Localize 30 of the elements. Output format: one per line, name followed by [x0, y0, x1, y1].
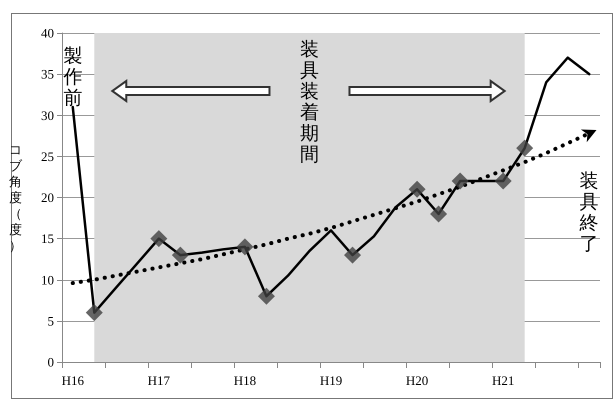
y-tick-label: 25: [41, 148, 54, 164]
x-tick-label: H20: [406, 373, 428, 388]
annotation: 装具終了: [578, 171, 599, 256]
point: [344, 246, 362, 264]
y-tick-label: 20: [41, 190, 54, 205]
annotation: 製作前: [62, 46, 82, 110]
y-tick-label: 0: [48, 354, 54, 370]
x-tick-label: H18: [234, 373, 256, 388]
x-tick-label: H16: [62, 373, 84, 388]
point: [516, 140, 534, 157]
point: [494, 172, 512, 190]
point: [236, 238, 254, 256]
y-tick-label: 35: [41, 66, 54, 82]
y-tick-label: 30: [41, 108, 54, 123]
y-tick-label: 5: [48, 313, 54, 328]
x-tick-label: H19: [320, 373, 342, 388]
x-tick-label: H21: [492, 373, 514, 388]
y-axis-title: コブ角度（度）: [9, 142, 23, 253]
point: [258, 288, 275, 305]
point: [150, 230, 168, 248]
point: [452, 172, 469, 190]
y-tick-label: 15: [41, 231, 54, 246]
annotation: 装具装着期間: [300, 40, 319, 166]
y-tick-label: 40: [41, 26, 54, 40]
point: [430, 205, 448, 222]
y-tick-label: 10: [41, 272, 54, 288]
point: [408, 180, 426, 198]
point: [86, 304, 103, 322]
point: [172, 246, 189, 264]
x-tick-label: H17: [148, 373, 171, 388]
